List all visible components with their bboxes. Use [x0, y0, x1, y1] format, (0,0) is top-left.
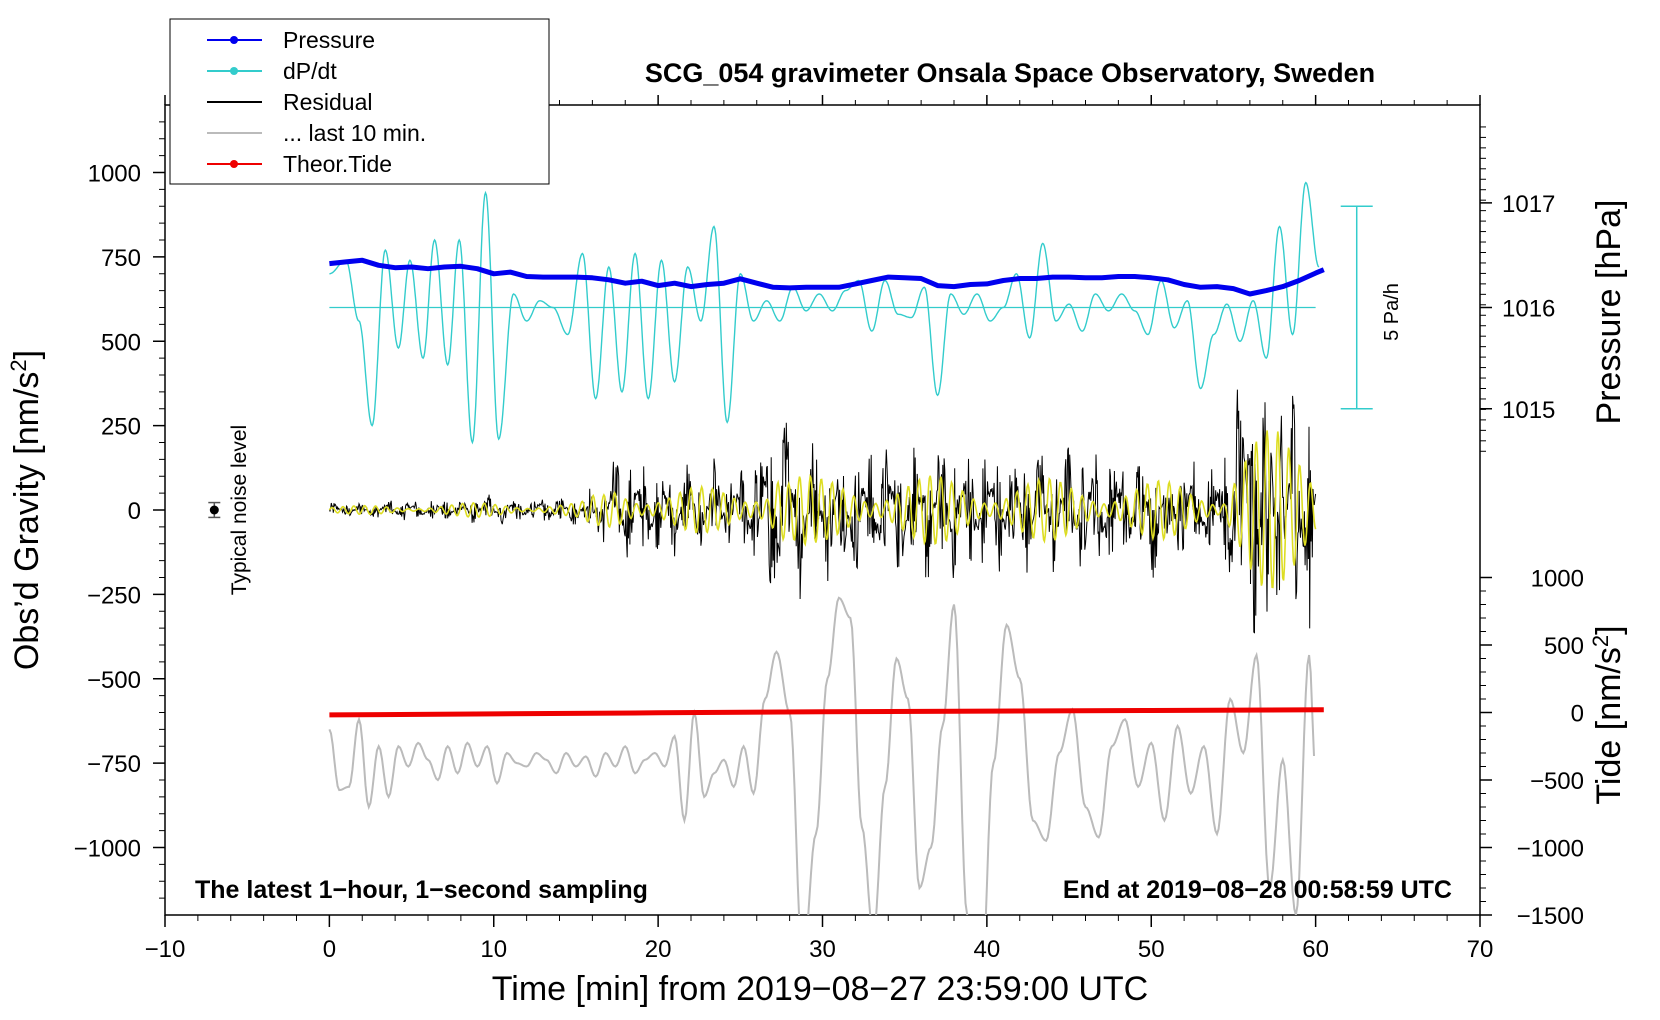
y-axis-label-left: Obs’d Gravity [nm/s2] — [6, 350, 46, 670]
y-tick-label-left: 1000 — [88, 161, 141, 188]
x-tick-label: −10 — [145, 936, 186, 963]
y-tick-label-left: 250 — [101, 414, 141, 441]
bottom-left-note: The latest 1−hour, 1−second sampling — [195, 876, 648, 904]
noise-level-label: Typical noise level — [228, 425, 251, 595]
legend-marker-0 — [230, 36, 238, 44]
y-axis-label-tide: Tide [nm/s2] — [1588, 625, 1628, 804]
tide-tick-label: 0 — [1571, 701, 1584, 728]
tide-tick-label: −1500 — [1517, 903, 1584, 930]
series-residual — [328, 389, 1317, 634]
tide-tick-label: 500 — [1544, 633, 1584, 660]
y-tick-label-left: 0 — [128, 498, 141, 525]
y-tick-label-left: −750 — [87, 751, 141, 778]
x-tick-label: 70 — [1467, 936, 1494, 963]
y-tick-label-left: 500 — [101, 329, 141, 356]
y-axis-label-tide-main: Tide [nm/s — [1590, 647, 1628, 804]
y-axis-label-left-main: Obs’d Gravity [nm/s — [8, 372, 46, 671]
tide-tick-label: −500 — [1530, 768, 1584, 795]
x-tick-label: 60 — [1302, 936, 1329, 963]
series-theor-tide — [329, 707, 1324, 718]
y-axis-label-tide-sup: 2 — [1588, 635, 1613, 647]
y-axis-label-left-close: ] — [8, 350, 46, 359]
chart-title: SCG_054 gravimeter Onsala Space Observat… — [645, 58, 1375, 88]
pressure-tick-label: 1016 — [1502, 296, 1555, 323]
pressure-tick-label: 1017 — [1502, 191, 1555, 218]
series-dpdt — [329, 181, 1320, 445]
x-tick-label: 30 — [809, 936, 836, 963]
x-tick-label: 40 — [974, 936, 1001, 963]
pressure-tick-label: 1015 — [1502, 397, 1555, 424]
noise-point — [209, 505, 219, 515]
legend-marker-4 — [230, 160, 238, 168]
legend-label-2: Residual — [283, 89, 373, 115]
legend-marker-1 — [230, 67, 238, 75]
y-tick-label-left: −250 — [87, 582, 141, 609]
y-tick-label-left: 750 — [101, 245, 141, 272]
series-last-10-min — [328, 596, 1315, 915]
legend-label-0: Pressure — [283, 27, 375, 53]
legend: Pressure dP/dt Residual ... last 10 min. The… — [169, 18, 550, 185]
x-tick-label: 20 — [645, 936, 672, 963]
x-tick-label: 50 — [1138, 936, 1165, 963]
y-axis-label-tide-close: ] — [1590, 625, 1628, 634]
axes: −10 0 10 20 30 40 50 60 70 1000 750 500 250 0 −250 −500… — [74, 95, 1584, 963]
x-axis-label: Time [min] from 2019−08−27 23:59:00 UTC — [492, 970, 1148, 1008]
legend-entries: Pressure dP/dt Residual ... last 10 min. The… — [207, 27, 426, 177]
scale-bar-label: 5 Pa/h — [1381, 283, 1403, 341]
y-axis-label-pressure: Pressure [hPa] — [1590, 200, 1628, 425]
series-layer — [208, 181, 1373, 915]
x-tick-label: 10 — [480, 936, 507, 963]
legend-label-1: dP/dt — [283, 58, 337, 84]
legend-label-3: ... last 10 min. — [283, 120, 426, 146]
y-tick-label-left: −500 — [87, 667, 141, 694]
y-tick-label-left: −1000 — [74, 836, 141, 863]
bottom-right-note: End at 2019−08−28 00:58:59 UTC — [1063, 876, 1452, 904]
series-residual-filtered — [328, 430, 1317, 589]
tide-tick-label: 1000 — [1531, 566, 1584, 593]
x-tick-label: 0 — [323, 936, 336, 963]
series-pressure — [329, 257, 1325, 297]
tide-tick-label: −1000 — [1517, 836, 1584, 863]
y-axis-label-left-sup: 2 — [6, 359, 31, 371]
legend-label-4: Theor.Tide — [283, 151, 392, 177]
